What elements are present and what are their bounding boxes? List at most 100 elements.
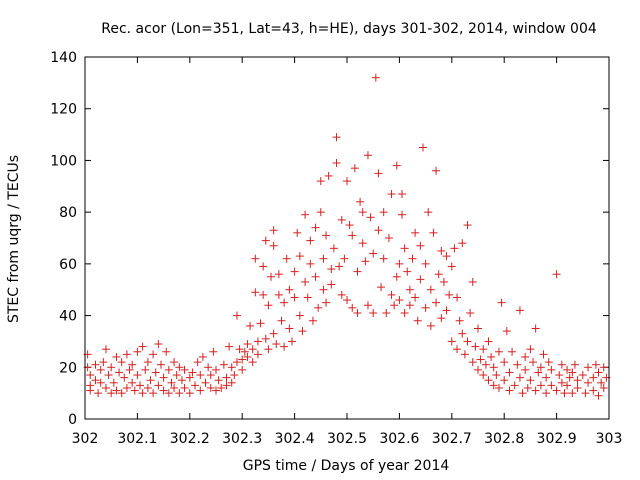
data-point [584, 363, 593, 372]
data-point [570, 360, 579, 369]
data-point [581, 389, 590, 398]
data-point [191, 381, 200, 390]
data-point [531, 324, 540, 333]
data-point [329, 244, 338, 253]
data-point [259, 262, 268, 271]
data-point [463, 221, 472, 230]
data-point [505, 368, 514, 377]
data-point [230, 371, 239, 380]
data-point [212, 386, 220, 395]
data-point [518, 389, 527, 398]
data-point [128, 360, 137, 369]
data-point [597, 378, 606, 387]
plot-frame [84, 56, 610, 420]
data-point [164, 389, 173, 398]
data-point [324, 171, 333, 180]
data-point [565, 373, 574, 382]
data-point [162, 347, 171, 356]
y-tick-label: 120 [50, 102, 77, 118]
data-point [264, 301, 273, 310]
data-point [214, 376, 223, 385]
data-point [374, 169, 383, 178]
data-point [167, 378, 176, 387]
data-point [96, 378, 105, 387]
data-points [83, 73, 611, 400]
data-point [489, 363, 498, 372]
y-tick-label: 140 [50, 50, 77, 66]
data-point [109, 378, 118, 387]
data-point [403, 267, 412, 276]
data-point [232, 358, 241, 367]
data-point [141, 365, 150, 374]
data-point [392, 272, 401, 281]
data-point [508, 347, 517, 356]
x-tick-label: 302.2 [170, 431, 210, 447]
data-point [267, 272, 276, 281]
data-point [337, 290, 346, 299]
data-point [316, 177, 325, 186]
data-point [107, 363, 116, 372]
data-point [112, 386, 121, 395]
data-point [589, 373, 598, 382]
data-point [96, 365, 105, 374]
data-point [479, 371, 488, 380]
data-point [358, 239, 367, 248]
data-point [555, 371, 564, 380]
data-point [256, 319, 265, 328]
data-point [584, 378, 593, 387]
data-point [382, 308, 391, 317]
data-point [314, 303, 323, 312]
data-point [219, 360, 228, 369]
data-point [413, 316, 422, 325]
data-point [429, 228, 438, 237]
data-point [201, 378, 210, 387]
data-point [348, 303, 357, 312]
y-tick-label: 80 [59, 205, 77, 221]
data-point [557, 360, 566, 369]
x-tick-label: 302.3 [222, 431, 262, 447]
x-axis-label: GPS time / Days of year 2014 [243, 458, 450, 474]
data-point [356, 197, 365, 206]
data-point [322, 231, 331, 240]
data-point [358, 208, 367, 217]
data-point [521, 365, 530, 374]
data-point [408, 254, 417, 263]
data-point [159, 373, 168, 382]
data-point [471, 342, 480, 351]
data-point [374, 226, 383, 235]
data-point [442, 306, 451, 315]
data-point [494, 347, 503, 356]
data-point [227, 378, 236, 387]
y-tick-label: 60 [59, 257, 77, 273]
data-point [560, 389, 569, 398]
data-point [348, 231, 357, 240]
data-point [251, 254, 260, 263]
data-point [295, 311, 304, 320]
data-point [369, 308, 378, 317]
data-point [253, 337, 262, 346]
data-point [306, 259, 315, 268]
data-point [345, 221, 354, 230]
data-point [418, 143, 427, 152]
data-point [316, 208, 325, 217]
y-tick-label: 0 [68, 412, 77, 428]
data-point [308, 316, 317, 325]
data-point [547, 381, 556, 390]
data-point [122, 383, 131, 392]
data-point [366, 213, 375, 222]
data-point [107, 389, 116, 398]
data-point [369, 249, 378, 258]
data-point [400, 308, 409, 317]
data-point [453, 293, 462, 302]
data-point [340, 254, 349, 263]
data-point [405, 301, 414, 310]
data-point [563, 381, 572, 390]
y-axis-label: STEC from uqrg / TECUs [6, 155, 22, 323]
data-point [319, 254, 328, 263]
data-point [130, 386, 139, 395]
data-point [259, 290, 268, 299]
data-point [445, 290, 454, 299]
data-point [497, 298, 506, 307]
data-point [99, 358, 108, 367]
data-point [468, 277, 477, 286]
